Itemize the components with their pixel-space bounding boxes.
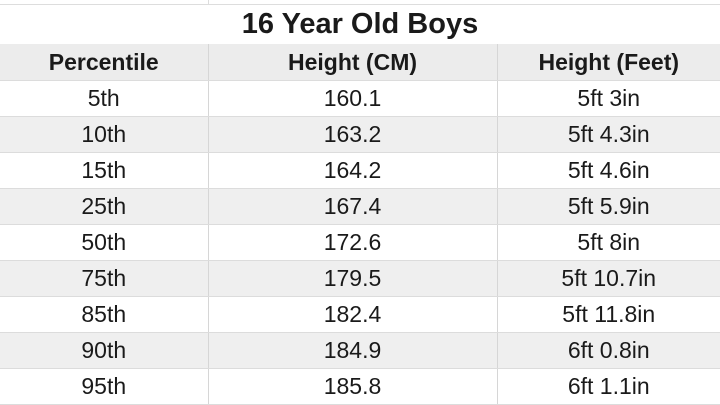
cell-height-feet: 5ft 8in bbox=[497, 224, 720, 261]
cell-height-cm: 184.9 bbox=[208, 332, 498, 369]
top-border-strip bbox=[0, 0, 720, 5]
cell-height-cm: 185.8 bbox=[208, 368, 498, 405]
cell-percentile: 25th bbox=[0, 188, 209, 225]
table-row: 15th 164.2 5ft 4.6in bbox=[0, 152, 720, 189]
header-height-feet: Height (Feet) bbox=[497, 44, 720, 81]
table-row: 90th 184.9 6ft 0.8in bbox=[0, 332, 720, 369]
table-row: 5th 160.1 5ft 3in bbox=[0, 80, 720, 117]
cell-height-feet: 5ft 3in bbox=[497, 80, 720, 117]
cell-height-cm: 164.2 bbox=[208, 152, 498, 189]
cell-percentile: 75th bbox=[0, 260, 209, 297]
header-height-cm: Height (CM) bbox=[208, 44, 498, 81]
cell-height-cm: 172.6 bbox=[208, 224, 498, 261]
cell-height-feet: 6ft 1.1in bbox=[497, 368, 720, 405]
cell-height-cm: 163.2 bbox=[208, 116, 498, 153]
header-percentile: Percentile bbox=[0, 44, 209, 81]
cell-height-feet: 6ft 0.8in bbox=[497, 332, 720, 369]
cell-height-feet: 5ft 4.6in bbox=[497, 152, 720, 189]
cell-height-feet: 5ft 11.8in bbox=[497, 296, 720, 333]
table-row: 25th 167.4 5ft 5.9in bbox=[0, 188, 720, 225]
table-row: 75th 179.5 5ft 10.7in bbox=[0, 260, 720, 297]
cell-percentile: 95th bbox=[0, 368, 209, 405]
table-row: 85th 182.4 5ft 11.8in bbox=[0, 296, 720, 333]
column-divider bbox=[208, 0, 209, 4]
cell-height-feet: 5ft 5.9in bbox=[497, 188, 720, 225]
cell-height-cm: 167.4 bbox=[208, 188, 498, 225]
table-row: 95th 185.8 6ft 1.1in bbox=[0, 368, 720, 405]
cell-height-feet: 5ft 10.7in bbox=[497, 260, 720, 297]
cell-height-cm: 160.1 bbox=[208, 80, 498, 117]
table-row: 10th 163.2 5ft 4.3in bbox=[0, 116, 720, 153]
table-row: 50th 172.6 5ft 8in bbox=[0, 224, 720, 261]
table-title: 16 Year Old Boys bbox=[241, 8, 479, 40]
cell-percentile: 85th bbox=[0, 296, 209, 333]
cell-height-cm: 179.5 bbox=[208, 260, 498, 297]
cell-height-feet: 5ft 4.3in bbox=[497, 116, 720, 153]
cell-percentile: 15th bbox=[0, 152, 209, 189]
cell-percentile: 10th bbox=[0, 116, 209, 153]
cell-height-cm: 182.4 bbox=[208, 296, 498, 333]
cell-percentile: 5th bbox=[0, 80, 209, 117]
cell-percentile: 90th bbox=[0, 332, 209, 369]
height-percentile-table: Percentile Height (CM) Height (Feet) 5th… bbox=[0, 44, 720, 405]
cell-percentile: 50th bbox=[0, 224, 209, 261]
header-row: Percentile Height (CM) Height (Feet) bbox=[0, 44, 720, 81]
